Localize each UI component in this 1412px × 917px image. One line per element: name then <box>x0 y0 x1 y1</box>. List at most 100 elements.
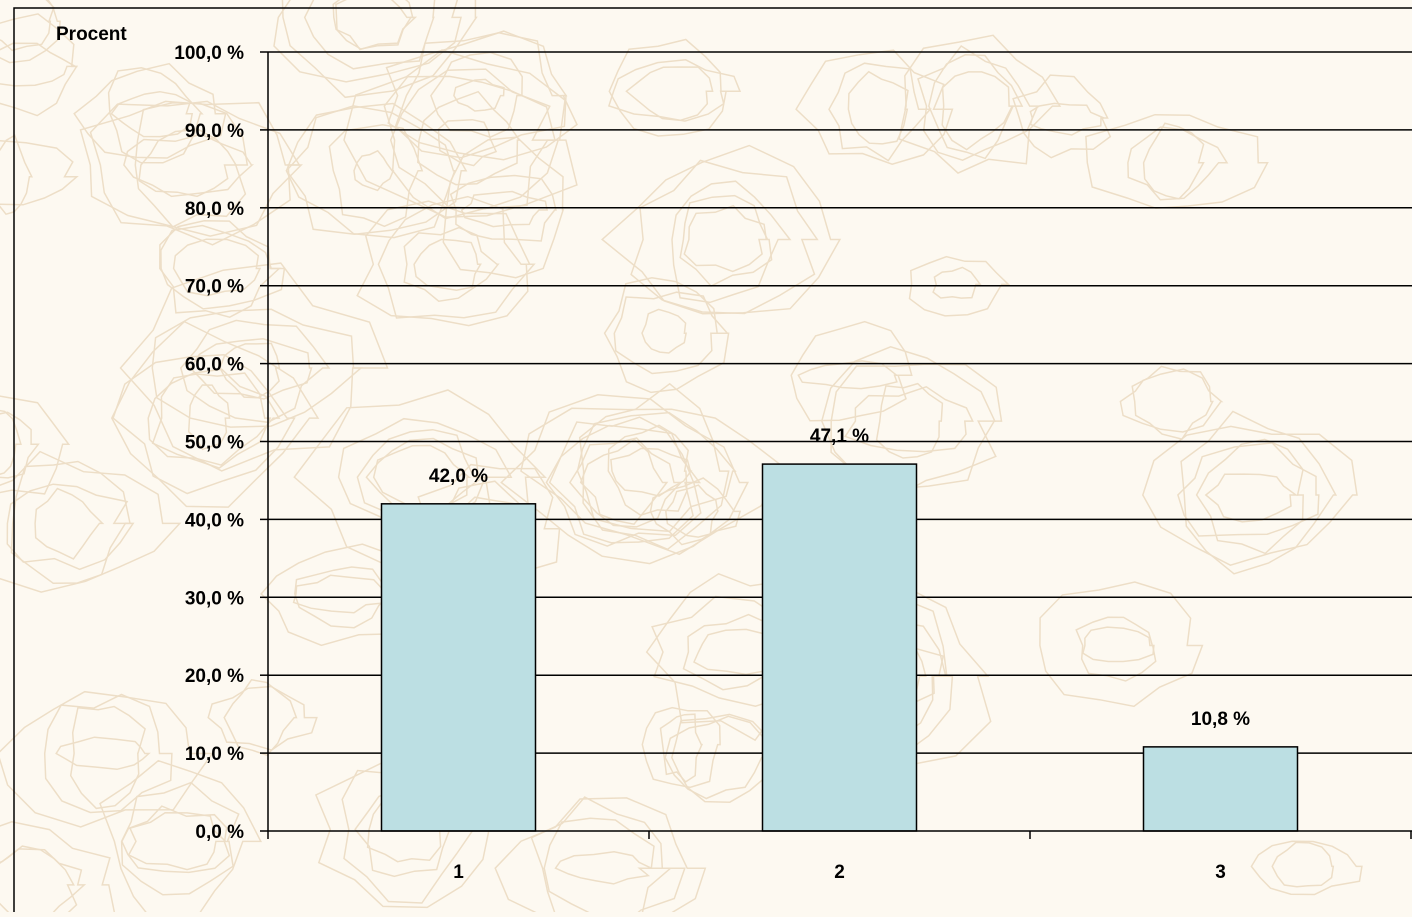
contour-line <box>613 291 730 375</box>
axes <box>267 52 1412 839</box>
contour-line <box>671 180 792 304</box>
contour-line <box>1177 442 1320 537</box>
contour-line <box>159 220 282 319</box>
contour-line <box>55 736 151 771</box>
data-label-3: 10,8 % <box>1191 709 1250 730</box>
contour-line <box>543 817 673 917</box>
contour-line <box>610 447 693 497</box>
contour-line <box>273 0 462 83</box>
x-category-label: 2 <box>834 862 845 883</box>
contour-line <box>679 194 773 288</box>
contour-line <box>1039 581 1204 708</box>
contour-line <box>453 78 505 112</box>
contour-line <box>69 705 146 810</box>
contour-line <box>683 204 768 273</box>
contour-line <box>292 574 391 614</box>
contour-line <box>127 811 228 871</box>
contour-line <box>795 49 954 165</box>
contour-line <box>112 354 296 495</box>
contour-line <box>928 54 1024 160</box>
contour-line <box>568 437 683 528</box>
contour-line <box>0 134 34 216</box>
y-tick-label: 80,0 % <box>185 199 244 220</box>
bar-2 <box>761 463 918 832</box>
bar-3 <box>1142 746 1299 832</box>
y-tick-label: 100,0 % <box>174 43 244 64</box>
contour-line <box>285 105 456 239</box>
y-tick-label: 30,0 % <box>185 588 244 609</box>
contour-line <box>603 277 730 394</box>
contour-line <box>0 690 214 828</box>
x-category-label: 1 <box>453 862 464 883</box>
contour-line <box>207 685 318 751</box>
contour-line <box>1180 410 1338 575</box>
contour-line <box>0 42 79 87</box>
contour-line <box>821 346 997 502</box>
contour-line <box>1119 368 1224 433</box>
contour-line <box>353 149 395 192</box>
contour-line <box>641 706 721 789</box>
y-tick-label: 10,0 % <box>185 744 244 765</box>
contour-line <box>1271 841 1335 888</box>
x-category-labels: 1 2 3 <box>453 862 1226 883</box>
contour-line <box>1012 74 1112 159</box>
contour-line <box>578 382 730 551</box>
contour-line <box>151 372 272 469</box>
contour-line <box>579 438 669 526</box>
contour-line <box>0 821 116 917</box>
contour-line <box>0 139 79 206</box>
contour-line <box>335 0 414 50</box>
contour-line <box>43 693 173 814</box>
contour-line <box>34 487 105 560</box>
contour-line <box>377 195 536 319</box>
contour-line <box>73 62 227 159</box>
contour-line <box>665 484 720 538</box>
contour-line <box>875 382 944 459</box>
contour-line <box>545 424 702 547</box>
contour-line <box>413 238 482 291</box>
contour-line <box>917 44 1039 162</box>
contour-line <box>1141 425 1358 567</box>
contour-line <box>460 190 549 228</box>
contour-line <box>281 0 478 99</box>
contour-line <box>187 384 231 451</box>
contour-line <box>548 416 695 544</box>
contour-line <box>134 102 249 228</box>
contour-line <box>328 124 424 228</box>
contour-line <box>608 38 728 137</box>
contour-line <box>1082 626 1155 663</box>
contour-line <box>908 255 1011 317</box>
contour-line <box>343 49 578 218</box>
contour-line <box>898 34 1062 174</box>
contour-line <box>285 102 468 236</box>
contour-line <box>671 713 775 803</box>
contour-line <box>601 144 842 315</box>
contour-line <box>123 133 255 198</box>
y-tick-label: 60,0 % <box>185 355 244 376</box>
contour-line <box>1131 365 1214 440</box>
contour-line <box>0 0 55 52</box>
bars <box>380 463 1299 832</box>
contour-line <box>790 320 913 422</box>
contour-line <box>160 224 286 310</box>
contour-line <box>89 100 301 246</box>
y-tick-label: 70,0 % <box>185 277 244 298</box>
contour-line <box>1250 840 1363 896</box>
data-label-1: 42,0 % <box>429 466 488 487</box>
contour-line <box>625 66 714 122</box>
contour-line <box>1204 473 1299 523</box>
contour-line <box>0 450 182 593</box>
y-tick-label: 20,0 % <box>185 666 244 687</box>
contour-line <box>607 424 689 517</box>
contour-line <box>151 308 363 428</box>
contour-line <box>641 308 688 354</box>
contour-line <box>99 759 263 917</box>
y-tick-label: 0,0 % <box>195 822 244 843</box>
contour-line <box>189 338 313 400</box>
contour-line <box>941 71 1014 151</box>
contour-line <box>1029 102 1105 136</box>
contour-line <box>107 67 204 164</box>
bar-1 <box>380 503 537 832</box>
